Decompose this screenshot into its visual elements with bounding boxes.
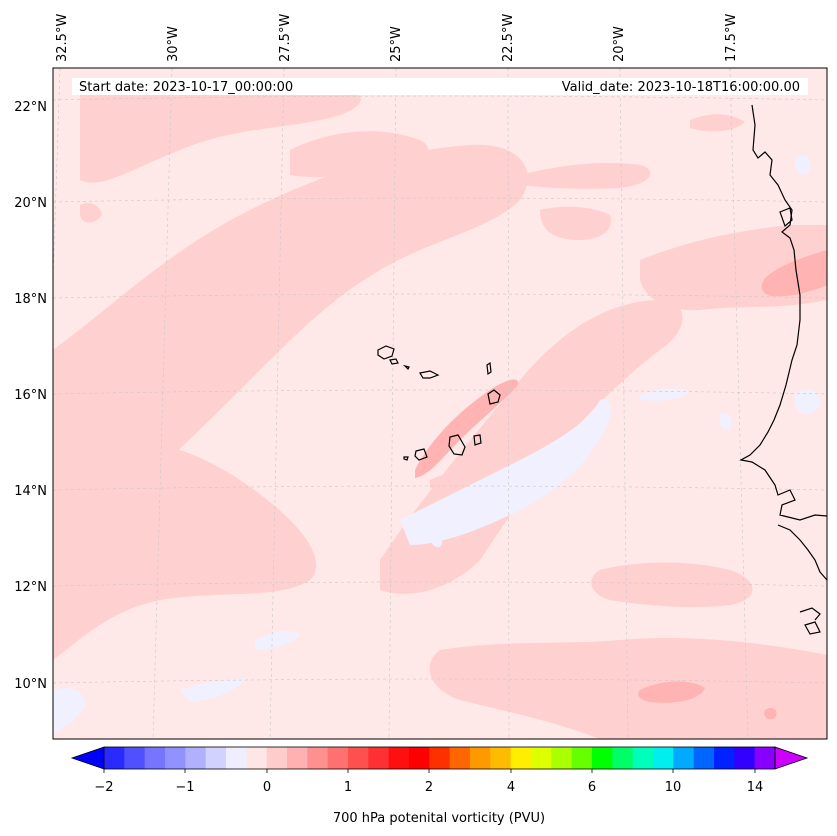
start-date-label: Start date: 2023-10-17_00:00:00	[79, 80, 293, 95]
colorbar-tick-labels: −2 −1 0 1 2 4 6 10 14	[94, 780, 763, 795]
colorbar: −2 −1 0 1 2 4 6 10 14 700 hPa potenital …	[70, 746, 809, 826]
lat-label: 12°N	[14, 580, 47, 595]
colorbar-cell	[368, 747, 390, 769]
colorbar-cell	[714, 747, 735, 769]
colorbar-cell	[754, 747, 776, 769]
lon-label: 17.5°W	[724, 14, 739, 62]
lat-label: 18°N	[14, 292, 47, 307]
colorbar-tick-label: 10	[665, 780, 682, 795]
longitude-labels: 32.5°W 30°W 27.5°W 25°W 22.5°W 20°W 17.5…	[55, 14, 739, 62]
colorbar-cell	[307, 747, 329, 769]
colorbar-tick-label: 14	[747, 780, 764, 795]
colorbar-cell	[653, 747, 674, 769]
colorbar-cell	[266, 747, 288, 769]
colorbar-tick-label: 4	[507, 780, 515, 795]
colorbar-cell	[632, 747, 654, 769]
lat-label: 20°N	[14, 196, 47, 211]
colorbar-cell	[327, 747, 349, 769]
colorbar-cell	[470, 747, 491, 769]
colorbar-tick-label: 0	[263, 780, 271, 795]
colorbar-cell	[429, 747, 451, 769]
colorbar-cell	[144, 747, 166, 769]
coastline-africa	[739, 104, 827, 635]
colorbar-cell	[104, 747, 125, 769]
colorbar-cell	[673, 747, 695, 769]
colorbar-cell	[165, 747, 186, 769]
colorbar-right-extend	[774, 746, 809, 770]
latitude-labels: 22°N 20°N 18°N 16°N 14°N 12°N 10°N	[14, 100, 47, 692]
colorbar-tick-label: 1	[344, 780, 352, 795]
pv-negative-band	[53, 154, 820, 735]
valid-date-label: Valid_date: 2023-10-18T16:00:00.00	[562, 80, 800, 95]
graticule	[53, 68, 827, 739]
colorbar-cell	[693, 747, 715, 769]
colorbar-cell	[388, 747, 410, 769]
colorbar-cell	[490, 747, 512, 769]
colorbar-cell	[409, 747, 430, 769]
lon-label: 27.5°W	[278, 14, 293, 62]
colorbar-frame	[103, 746, 776, 770]
lon-label: 20°W	[612, 26, 627, 62]
colorbar-tick-label: 2	[425, 780, 433, 795]
colorbar-cell	[551, 747, 573, 769]
date-banner	[72, 78, 808, 95]
colorbar-cell	[205, 747, 227, 769]
colorbar-cells	[104, 747, 776, 769]
colorbar-cell	[612, 747, 634, 769]
colorbar-cell	[449, 747, 471, 769]
colorbar-ticks	[103, 769, 756, 773]
colorbar-tick-label: −1	[175, 780, 194, 795]
colorbar-cell	[246, 747, 268, 769]
pv-contour-band-medium	[415, 250, 827, 720]
colorbar-title: 700 hPa potenital vorticity (PVU)	[333, 811, 545, 826]
colorbar-cell	[592, 747, 613, 769]
colorbar-cell	[226, 747, 247, 769]
map-panel: Start date: 2023-10-17_00:00:00 Valid_da…	[53, 68, 827, 739]
colorbar-cell	[734, 747, 756, 769]
colorbar-cell	[348, 747, 369, 769]
lon-label: 30°W	[166, 26, 181, 62]
colorbar-left-extend	[70, 746, 105, 770]
colorbar-cell	[185, 747, 207, 769]
lat-label: 16°N	[14, 388, 47, 403]
lon-label: 32.5°W	[55, 14, 70, 62]
colorbar-cell	[571, 747, 593, 769]
lat-label: 22°N	[14, 100, 47, 115]
lon-label: 25°W	[389, 26, 404, 62]
lat-label: 10°N	[14, 677, 47, 692]
cape-verde-islands	[377, 345, 501, 461]
lat-label: 14°N	[14, 484, 47, 499]
lon-label: 22.5°W	[501, 14, 516, 62]
colorbar-cell	[531, 747, 552, 769]
colorbar-cell	[510, 747, 532, 769]
map-frame	[52, 67, 828, 740]
colorbar-tick-label: 6	[588, 780, 596, 795]
colorbar-cell	[287, 747, 308, 769]
colorbar-cell	[124, 747, 146, 769]
colorbar-tick-label: −2	[94, 780, 113, 795]
